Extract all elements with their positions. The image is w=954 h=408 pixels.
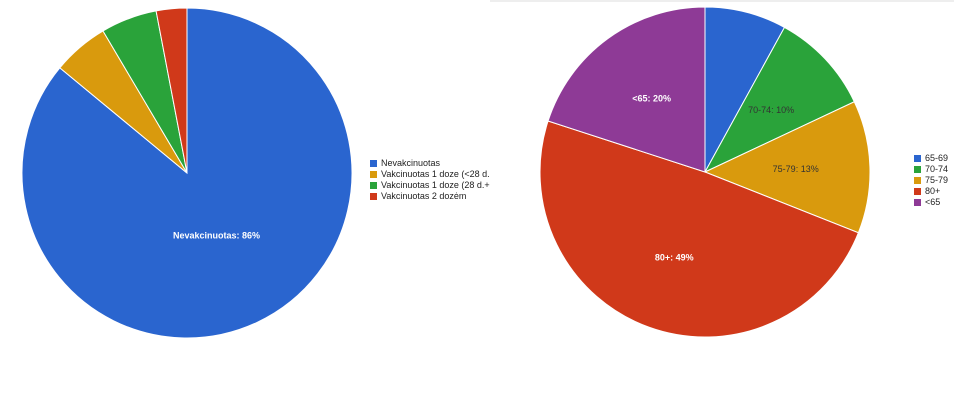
legend-item-vakcinuotas-1-doze-28-d[interactable]: Vakcinuotas 1 doze (28 d.+ bbox=[370, 180, 490, 191]
legend-label: Vakcinuotas 1 doze (<28 d. bbox=[381, 169, 490, 179]
legend-item-65[interactable]: <65 bbox=[914, 197, 954, 208]
legend-item-nevakcinuotas[interactable]: Nevakcinuotas bbox=[370, 158, 490, 169]
pie-slice-75-79[interactable] bbox=[703, 101, 871, 234]
legend-swatch bbox=[370, 182, 377, 189]
legend-item-65-69[interactable]: 65-69 bbox=[914, 153, 954, 164]
legend-label: 65-69 bbox=[925, 153, 949, 163]
legend-item-70-74[interactable]: 70-74 bbox=[914, 164, 954, 175]
legend-swatch bbox=[914, 199, 921, 206]
data-label-70-74: 70-74: 10% bbox=[748, 105, 794, 115]
legend-swatch bbox=[914, 177, 921, 184]
legend-swatch bbox=[914, 155, 921, 162]
legend-swatch bbox=[370, 193, 377, 200]
data-label-65: <65: 20% bbox=[632, 94, 671, 104]
legend-item-vakcinuotas-1-doze-28-d[interactable]: Vakcinuotas 1 doze (<28 d. bbox=[370, 169, 490, 180]
pie-slice-70-74[interactable] bbox=[703, 26, 855, 174]
age-group-legend: 65-69 70-74 75-79 80+ <65 bbox=[914, 153, 954, 208]
legend-item-80[interactable]: 80+ bbox=[914, 186, 954, 197]
vaccination-status-pie-chart: Nevakcinuotas: 86% bbox=[21, 7, 353, 339]
data-label-75-79: 75-79: 13% bbox=[773, 164, 819, 174]
vaccination-status-legend: Nevakcinuotas Vakcinuotas 1 doze (<28 d. V… bbox=[370, 158, 490, 202]
legend-swatch bbox=[370, 171, 377, 178]
top-divider bbox=[490, 0, 954, 2]
legend-item-75-79[interactable]: 75-79 bbox=[914, 175, 954, 186]
legend-swatch bbox=[370, 160, 377, 167]
data-label-nevakcinuotas: Nevakcinuotas: 86% bbox=[173, 231, 260, 241]
legend-label: Nevakcinuotas bbox=[381, 158, 441, 168]
pie-slice-80[interactable] bbox=[539, 120, 860, 338]
legend-swatch bbox=[914, 188, 921, 195]
legend-label: 75-79 bbox=[925, 175, 949, 185]
age-group-pie-chart: 70-74: 10% 75-79: 13% 80+: 49% <65: 20% bbox=[539, 6, 871, 338]
legend-label: 80+ bbox=[925, 186, 941, 196]
data-label-80: 80+: 49% bbox=[655, 252, 694, 262]
legend-item-vakcinuotas-2-doz-m[interactable]: Vakcinuotas 2 dozėm bbox=[370, 191, 490, 202]
pie-slice-vakcinuotas-2-doz-m[interactable] bbox=[155, 7, 188, 174]
legend-label: Vakcinuotas 2 dozėm bbox=[381, 191, 467, 201]
pie-slice-65[interactable] bbox=[547, 6, 706, 173]
legend-label: 70-74 bbox=[925, 164, 949, 174]
legend-swatch bbox=[914, 166, 921, 173]
legend-label: Vakcinuotas 1 doze (28 d.+ bbox=[381, 180, 490, 190]
legend-label: <65 bbox=[925, 197, 941, 207]
